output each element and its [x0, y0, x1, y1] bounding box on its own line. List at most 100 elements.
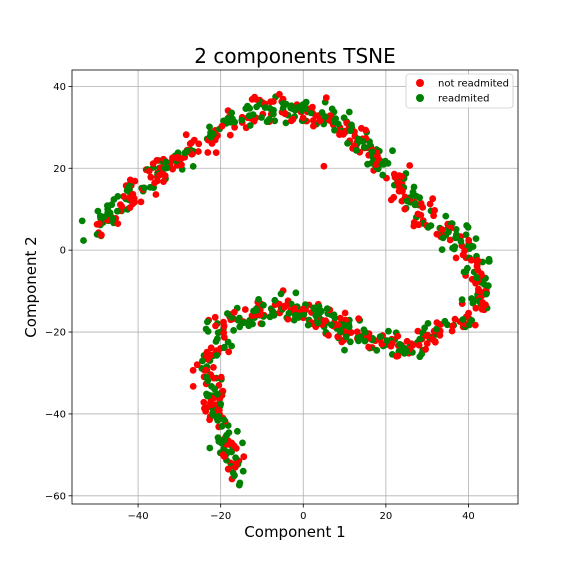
- point-readmited: [344, 140, 351, 147]
- point-readmited: [80, 237, 87, 244]
- point-readmited: [236, 479, 244, 487]
- point-not-readmited: [471, 321, 479, 329]
- point-not-readmited: [433, 319, 441, 326]
- point-readmited: [109, 215, 117, 223]
- point-not-readmited: [365, 343, 372, 351]
- point-readmited: [199, 357, 206, 365]
- point-readmited: [228, 109, 236, 117]
- point-not-readmited: [219, 451, 227, 459]
- point-not-readmited: [182, 131, 190, 139]
- point-readmited: [449, 244, 456, 252]
- point-not-readmited: [299, 305, 307, 313]
- point-not-readmited: [147, 173, 155, 181]
- point-readmited: [396, 340, 404, 348]
- point-readmited: [410, 183, 418, 191]
- point-not-readmited: [188, 139, 195, 147]
- point-not-readmited: [428, 335, 436, 343]
- point-not-readmited: [218, 122, 226, 130]
- point-not-readmited: [390, 193, 398, 201]
- point-not-readmited: [114, 220, 122, 228]
- point-readmited: [352, 147, 360, 154]
- point-not-readmited: [208, 140, 216, 147]
- point-readmited: [213, 335, 221, 343]
- y-tick-label: 0: [60, 246, 66, 257]
- point-readmited: [373, 346, 381, 354]
- y-axis-label: Component 2: [22, 236, 40, 337]
- point-readmited: [379, 171, 387, 179]
- point-not-readmited: [202, 366, 210, 374]
- grid-lines: [72, 70, 518, 504]
- point-readmited: [416, 335, 424, 343]
- point-readmited: [255, 296, 262, 303]
- point-readmited: [230, 327, 238, 334]
- point-readmited: [485, 257, 493, 265]
- point-readmited: [323, 305, 331, 312]
- point-not-readmited: [452, 254, 460, 262]
- x-tick-label: 40: [462, 511, 475, 522]
- point-readmited: [411, 200, 419, 208]
- point-not-readmited: [217, 373, 225, 381]
- point-not-readmited: [230, 442, 238, 449]
- point-readmited: [433, 325, 440, 333]
- point-not-readmited: [316, 117, 324, 125]
- point-not-readmited: [126, 204, 134, 212]
- x-tick-label: −20: [210, 511, 231, 522]
- point-readmited: [418, 350, 426, 358]
- point-not-readmited: [334, 321, 342, 329]
- x-axis-ticks: −40 −20 0 20 40: [128, 504, 475, 522]
- point-not-readmited: [394, 332, 402, 340]
- point-readmited: [340, 114, 348, 122]
- point-readmited: [385, 327, 392, 335]
- point-readmited: [453, 231, 460, 239]
- point-readmited: [291, 106, 299, 114]
- point-readmited: [106, 209, 114, 217]
- point-not-readmited: [208, 401, 216, 409]
- point-readmited: [97, 214, 104, 222]
- point-readmited: [232, 454, 240, 462]
- point-readmited: [213, 352, 221, 359]
- point-not-readmited: [200, 398, 208, 406]
- point-not-readmited: [325, 332, 332, 339]
- point-readmited: [225, 429, 233, 436]
- point-readmited: [459, 316, 467, 323]
- point-readmited: [110, 196, 118, 203]
- point-not-readmited: [153, 157, 161, 164]
- point-not-readmited: [231, 123, 239, 131]
- point-not-readmited: [169, 154, 176, 162]
- point-not-readmited: [423, 332, 431, 340]
- point-not-readmited: [409, 342, 417, 349]
- point-readmited: [442, 212, 450, 220]
- point-readmited: [321, 113, 329, 120]
- scatter-points: [78, 90, 493, 489]
- point-not-readmited: [475, 287, 482, 295]
- point-not-readmited: [241, 306, 249, 313]
- point-readmited: [206, 444, 214, 452]
- point-not-readmited: [396, 184, 403, 192]
- point-not-readmited: [203, 404, 210, 412]
- point-readmited: [360, 143, 368, 151]
- point-not-readmited: [430, 212, 437, 220]
- y-axis-ticks: −60 −40 −20 0 20 40: [45, 82, 72, 502]
- point-not-readmited: [152, 191, 160, 198]
- point-readmited: [469, 299, 477, 307]
- point-not-readmited: [362, 126, 370, 134]
- point-not-readmited: [429, 195, 437, 203]
- point-readmited: [463, 222, 470, 229]
- point-not-readmited: [151, 179, 159, 187]
- point-readmited: [376, 333, 384, 340]
- point-not-readmited: [474, 257, 482, 264]
- point-not-readmited: [156, 171, 163, 179]
- point-not-readmited: [436, 331, 444, 339]
- point-not-readmited: [479, 299, 486, 306]
- point-not-readmited: [438, 226, 446, 233]
- point-readmited: [290, 316, 298, 324]
- plot-area: [72, 70, 518, 504]
- point-not-readmited: [465, 309, 472, 317]
- point-readmited: [258, 320, 266, 328]
- point-not-readmited: [465, 236, 473, 244]
- x-tick-label: 20: [379, 511, 392, 522]
- point-readmited: [282, 119, 290, 127]
- point-not-readmited: [189, 366, 197, 374]
- point-not-readmited: [414, 210, 422, 218]
